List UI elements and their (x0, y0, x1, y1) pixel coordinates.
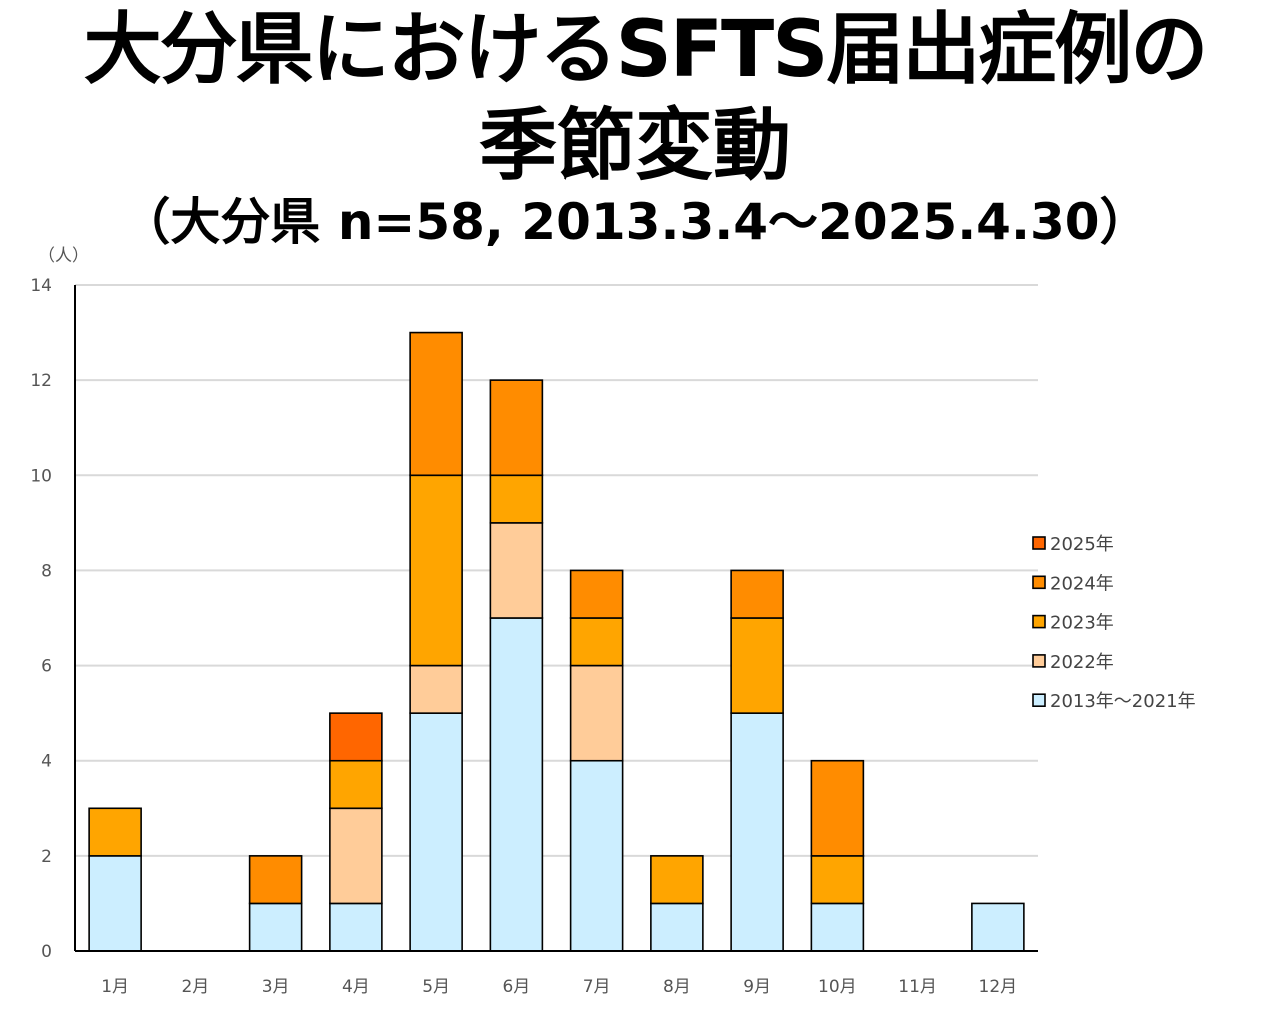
bar-segment (329, 759, 383, 810)
bar-segment (409, 474, 463, 667)
bar-segment (569, 617, 624, 667)
legend-label: 2025年 (1050, 534, 1114, 555)
legend-label: 2023年 (1050, 613, 1114, 634)
bar-segment (248, 902, 303, 952)
x-tick-label: 7月 (583, 977, 611, 997)
bar-segment (971, 902, 1025, 952)
y-tick-label: 14 (30, 276, 52, 296)
bar-segment (88, 807, 142, 857)
bar-segment (569, 759, 624, 952)
bar-segment (489, 474, 544, 524)
bar-segment (650, 902, 704, 952)
legend-swatch (1032, 614, 1046, 629)
x-tick-label: 12月 (979, 977, 1018, 997)
bar-segment (248, 855, 303, 905)
x-tick-label: 11月 (898, 977, 937, 997)
legend-label: 2022年 (1050, 652, 1114, 673)
y-tick-label: 4 (41, 752, 52, 772)
legend-swatch (1032, 693, 1046, 708)
bar-segment (489, 379, 544, 477)
y-axis-label: （人） (38, 246, 89, 266)
bar-segment (730, 712, 784, 952)
bar-segment (650, 855, 704, 905)
bar-segment (730, 617, 784, 714)
bar-segment (329, 712, 383, 762)
chart-title-line2: 季節変動 (478, 101, 791, 191)
bar-segment (329, 902, 383, 952)
x-tick-label: 10月 (818, 977, 857, 997)
bar-segment (489, 522, 544, 619)
bar-segment (730, 569, 784, 619)
chart-subtitle: （大分県 n=58, 2013.3.4〜2025.4.30） (120, 193, 1150, 251)
x-tick-label: 2月 (181, 977, 209, 997)
x-tick-label: 3月 (262, 977, 290, 997)
bar-segment (569, 664, 624, 762)
bar-segment (810, 759, 865, 857)
y-tick-label: 8 (41, 561, 52, 581)
y-tick-label: 0 (41, 942, 52, 962)
bar-segment (88, 855, 142, 952)
y-tick-label: 10 (30, 466, 52, 486)
x-tick-label: 9月 (743, 977, 771, 997)
bar-segment (329, 807, 383, 905)
x-tick-label: 8月 (663, 977, 691, 997)
bar-segment (569, 569, 624, 619)
y-tick-label: 6 (41, 657, 52, 677)
y-tick-label: 12 (30, 371, 52, 391)
bar-segment (409, 331, 463, 477)
y-tick-label: 2 (41, 847, 52, 867)
x-tick-label: 4月 (342, 977, 370, 997)
legend-label: 2013年〜2021年 (1050, 691, 1196, 712)
x-tick-label: 6月 (502, 977, 530, 997)
legend-swatch (1032, 654, 1046, 668)
bar-segment (489, 617, 544, 952)
legend-label: 2024年 (1050, 573, 1114, 594)
x-tick-label: 1月 (101, 977, 129, 997)
bar-segment (810, 902, 865, 952)
x-tick-label: 5月 (422, 977, 450, 997)
bar-segment (409, 664, 463, 714)
legend-swatch (1032, 536, 1046, 550)
chart-title: 大分県におけるSFTS届出症例の (83, 5, 1209, 95)
bar-segment (409, 712, 463, 952)
bar-segment (810, 855, 865, 905)
legend-swatch (1032, 575, 1046, 590)
